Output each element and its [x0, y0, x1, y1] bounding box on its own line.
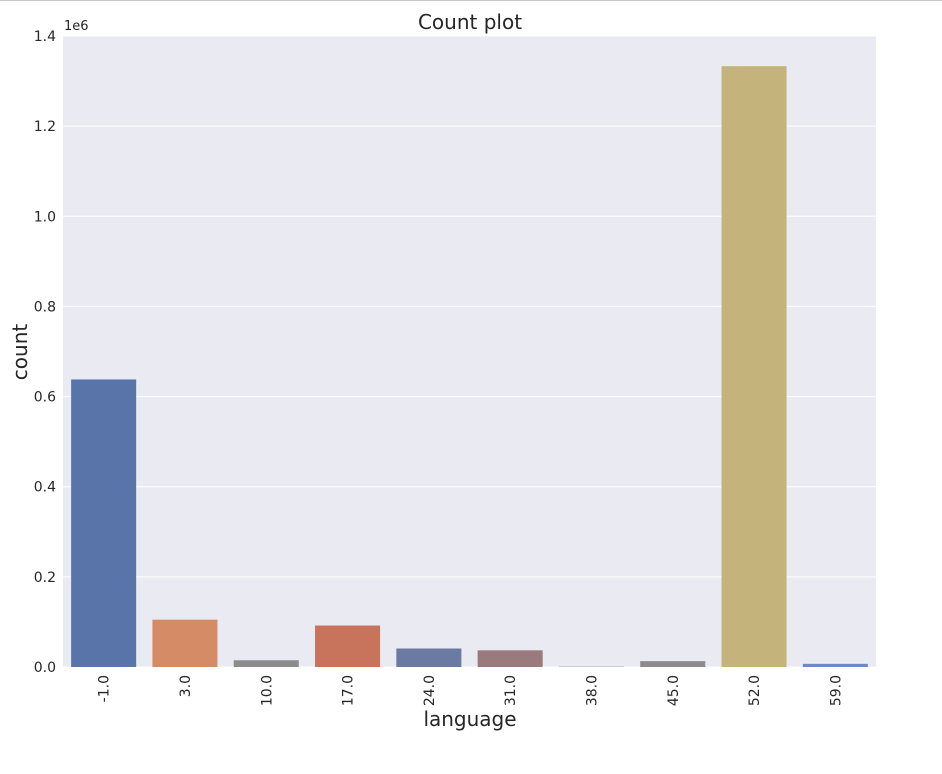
x-tick-label: -1.0: [97, 675, 113, 702]
x-tick-label: 10.0: [259, 675, 275, 706]
x-tick-label: 31.0: [503, 675, 519, 706]
bar-45.0: [640, 661, 706, 667]
bar-31.0: [477, 650, 543, 667]
y-tick-label: 0.4: [34, 480, 56, 496]
x-tick-label: 17.0: [341, 675, 357, 706]
x-tick-label: 45.0: [666, 675, 682, 706]
y-tick-labels: 0.0 0.2 0.4 0.6 0.8 1.0 1.2 1.4: [34, 29, 56, 676]
chart-title: Count plot: [418, 10, 522, 34]
y-tick-label: 0.0: [34, 660, 56, 676]
x-tick-label: 38.0: [584, 675, 600, 706]
x-tick-label: 3.0: [178, 675, 194, 697]
y-tick-label: 0.8: [34, 299, 56, 315]
y-tick-label: 1.0: [34, 209, 56, 225]
y-axis-offset-label: 1e6: [64, 19, 89, 34]
x-axis-label: language: [423, 707, 516, 731]
x-tick-label: 24.0: [422, 675, 438, 706]
y-axis-label: count: [8, 324, 32, 381]
bar-24.0: [396, 648, 462, 667]
bar-17.0: [315, 625, 381, 667]
bar-59.0: [802, 663, 868, 667]
bars: [71, 66, 868, 667]
bar-3.0: [152, 619, 218, 667]
x-tick-label: 59.0: [828, 675, 844, 706]
bar-52.0: [721, 66, 787, 667]
top-border-line: [0, 0, 942, 1]
y-tick-label: 1.2: [34, 119, 56, 135]
bar-38.0: [558, 666, 624, 667]
bar--1.0: [71, 379, 137, 667]
y-tick-label: 0.2: [34, 570, 56, 586]
y-tick-label: 0.6: [34, 390, 56, 406]
x-tick-label: 52.0: [747, 675, 763, 706]
y-tick-label: 1.4: [34, 29, 56, 45]
x-tick-labels: -1.0 3.0 10.0 17.0 24.0 31.0 38.0 45.0 52.0 59.0: [97, 675, 845, 706]
bar-10.0: [233, 660, 299, 667]
